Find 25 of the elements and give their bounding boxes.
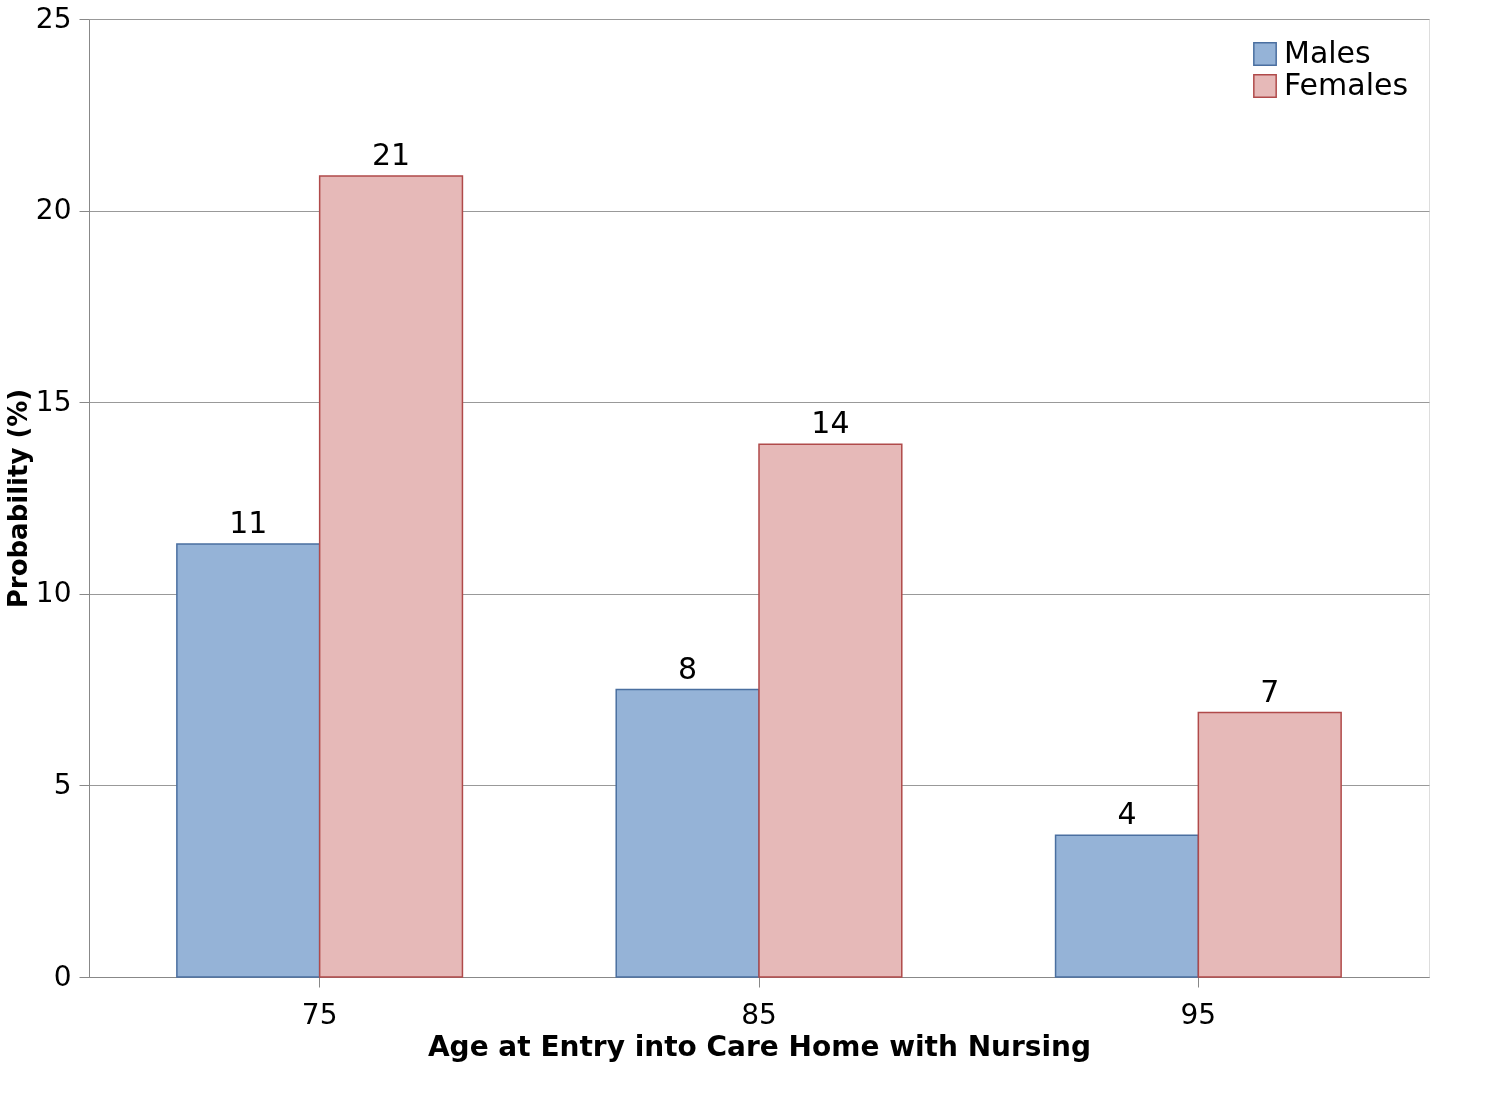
- x-tick-label: 95: [1180, 997, 1217, 1031]
- legend-label: Males: [1284, 35, 1371, 70]
- bar: [1197, 711, 1342, 978]
- y-tick-label: 25: [35, 1, 72, 35]
- bar: [176, 543, 321, 978]
- data-label: 21: [371, 137, 411, 173]
- y-tick-label: 20: [35, 193, 72, 227]
- bar: [758, 443, 903, 978]
- x-tick-label: 85: [741, 997, 777, 1031]
- y-tick-label: 10: [35, 576, 72, 610]
- data-label: 7: [1260, 673, 1280, 709]
- y-tick-label: 0: [53, 959, 72, 993]
- x-tick-label: 75: [301, 997, 338, 1031]
- data-label: 4: [1117, 796, 1137, 832]
- bar: [1054, 834, 1200, 978]
- data-label: 14: [811, 405, 850, 441]
- y-tick-label: 5: [53, 767, 72, 801]
- data-label: 11: [229, 504, 268, 540]
- bar: [318, 175, 464, 978]
- x-axis-title: Age at Entry into Care Home with Nursing: [427, 1029, 1092, 1063]
- y-axis-title: Probability (%): [2, 388, 33, 609]
- bar: [615, 688, 760, 978]
- legend-label: Females: [1284, 67, 1409, 102]
- y-tick-label: 15: [35, 384, 72, 418]
- data-label: 8: [678, 650, 698, 686]
